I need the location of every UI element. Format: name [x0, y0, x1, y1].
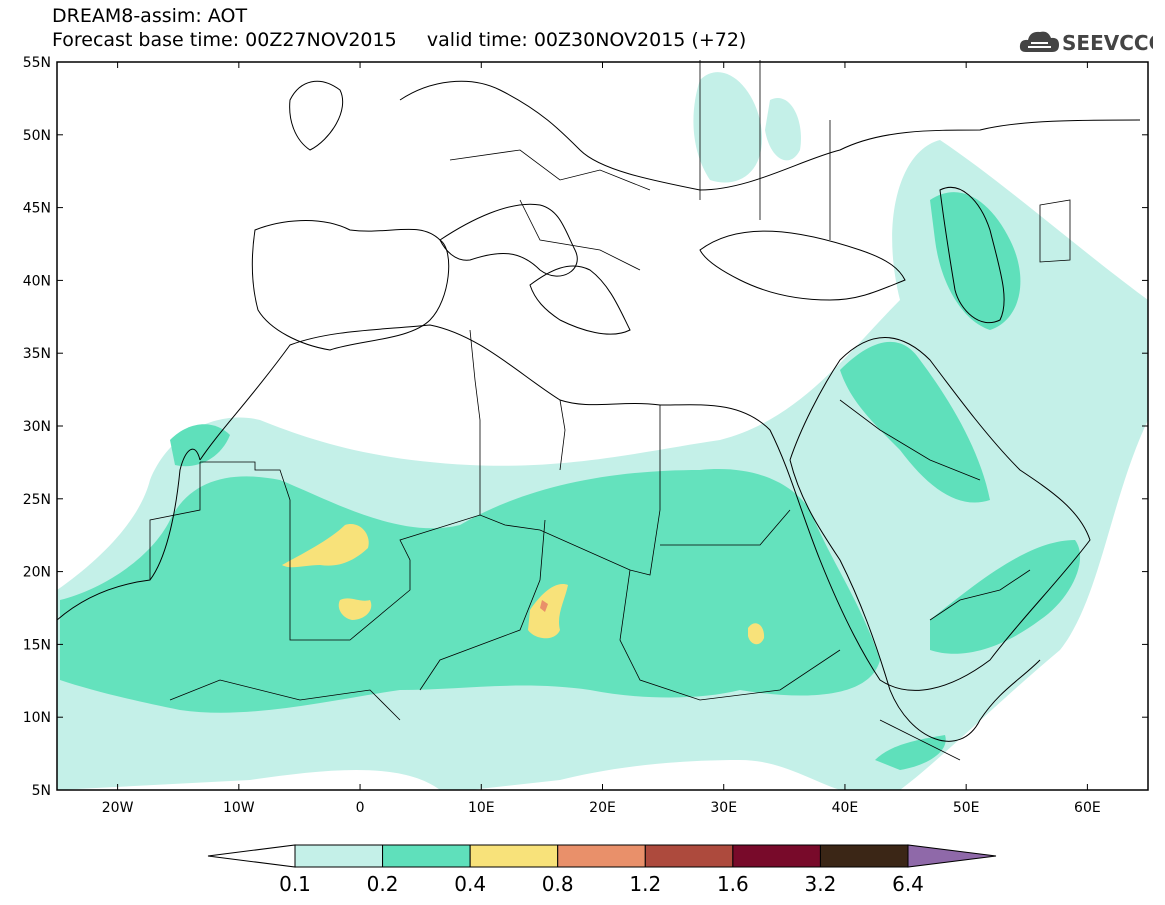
colorbar-label: 1.2 [629, 872, 661, 896]
map-subtitle: Forecast base time: 00Z27NOV2015 valid t… [52, 30, 746, 50]
colorbar-label: 0.1 [279, 872, 311, 896]
colorbar-label: 0.8 [542, 872, 574, 896]
aot-field-0.4-0.8 [282, 524, 765, 645]
lon-label: 50E [953, 800, 980, 816]
lat-label: 20N [23, 565, 51, 581]
lat-label: 50N [23, 128, 51, 144]
base-time: Forecast base time: 00Z27NOV2015 [52, 29, 397, 51]
lat-label: 40N [23, 273, 51, 289]
lat-label: 10N [23, 710, 51, 726]
lon-label: 60E [1074, 800, 1101, 816]
colorbar-box [819, 844, 909, 868]
lon-label: 10E [468, 800, 495, 816]
lon-label: 40E [832, 800, 859, 816]
colorbar-box [382, 844, 471, 868]
cloud-icon [1019, 31, 1059, 52]
colorbar-arrow-high [907, 844, 997, 868]
lat-label: 15N [23, 637, 51, 653]
lat-label: 30N [23, 419, 51, 435]
colorbar-label: 0.4 [454, 872, 486, 896]
colorbar-box [557, 844, 646, 868]
colorbar-label: 6.4 [892, 872, 924, 896]
colorbar-label: 3.2 [805, 872, 837, 896]
aot-field-0.2-0.4 [60, 192, 1081, 770]
colorbar-arrow-low [207, 844, 296, 868]
lon-label: 20E [589, 800, 616, 816]
valid-time: valid time: 00Z30NOV2015 (+72) [426, 29, 747, 51]
lat-label: 45N [23, 201, 51, 217]
colorbar-box [732, 844, 821, 868]
colorbar-box [294, 844, 384, 868]
political-borders [149, 60, 1071, 761]
seevccc-logo: SEEVCCC [1019, 31, 1153, 55]
lat-label: 35N [23, 346, 51, 362]
lon-label: 0 [356, 800, 365, 816]
lon-axis: 20W 10W 0 10E 20E 30E 40E 50E 60E [102, 62, 1101, 816]
colorbar-label: 0.2 [367, 872, 399, 896]
colorbar-box [469, 844, 559, 868]
coastlines [56, 80, 1141, 742]
colorbar-label: 1.6 [717, 872, 749, 896]
lat-axis: 55N 50N 45N 40N 35N 30N 25N 20N 15N 10N 5N [23, 55, 1148, 799]
lat-label: 55N [23, 55, 51, 71]
lon-label: 30E [710, 800, 737, 816]
map-title: DREAM8-assim: AOT [52, 5, 248, 27]
colorbar-box [644, 844, 734, 868]
aot-field-1.2-1.6 [540, 600, 548, 612]
lon-label: 10W [223, 800, 255, 816]
lat-label: 5N [32, 783, 51, 799]
logo-text: SEEVCCC [1062, 31, 1153, 55]
lon-label: 20W [102, 800, 134, 816]
colorbar: 0.1 0.2 0.4 0.8 1.2 1.6 3.2 6.4 [207, 844, 997, 896]
lat-label: 25N [23, 492, 51, 508]
